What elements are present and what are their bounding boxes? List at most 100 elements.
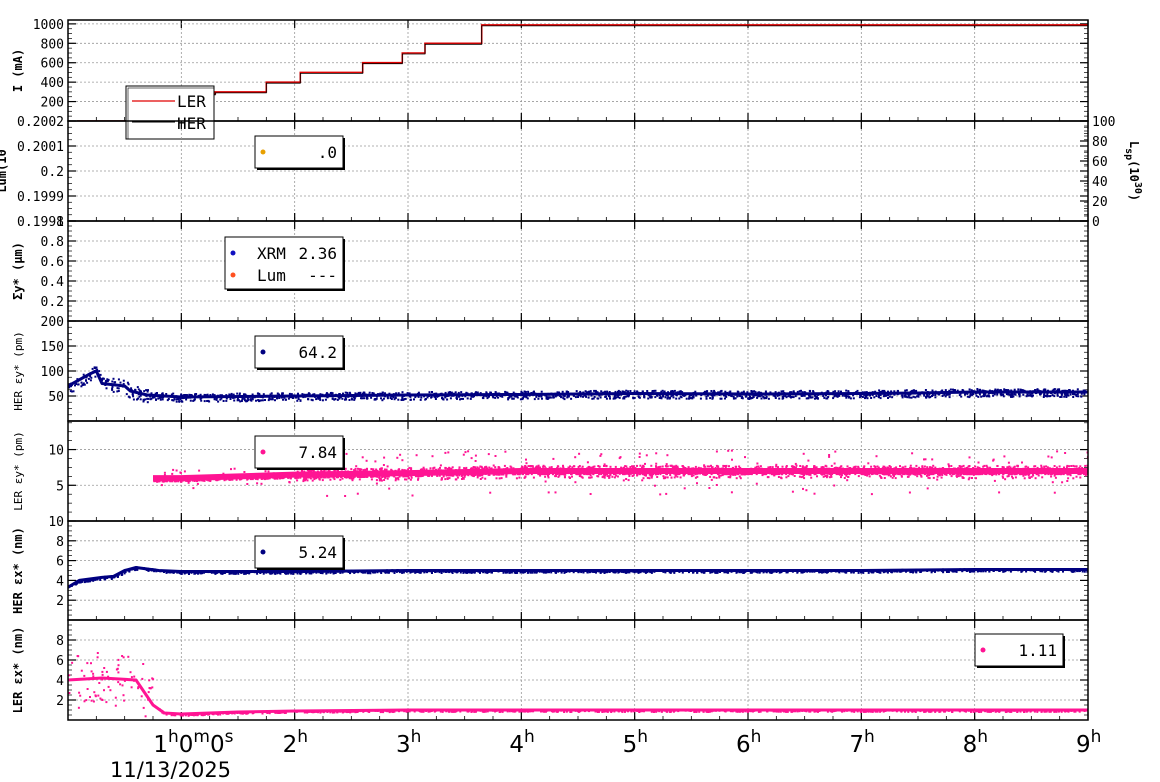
data-point: [755, 465, 758, 468]
data-point: [530, 465, 532, 468]
data-point: [1075, 465, 1078, 468]
data-point: [555, 473, 558, 476]
data-point: [522, 473, 524, 476]
data-point: [1053, 388, 1056, 391]
data-point: [990, 473, 993, 476]
data-point: [666, 476, 669, 479]
data-point: [574, 481, 577, 484]
data-point: [943, 393, 946, 396]
data-point: [228, 478, 231, 481]
data-point: [353, 397, 356, 400]
data-point: [383, 468, 386, 471]
y-axis-label: I (mA): [11, 49, 25, 92]
data-point: [341, 477, 344, 480]
data-point: [687, 466, 690, 469]
data-point: [494, 466, 497, 469]
data-point: [876, 465, 879, 468]
data-point: [299, 399, 302, 402]
data-point: [738, 465, 741, 468]
y-tick-label: 8: [56, 535, 64, 550]
data-point: [944, 473, 947, 476]
data-point: [428, 391, 431, 394]
data-point: [178, 400, 181, 403]
data-point: [359, 476, 362, 479]
data-point: [70, 385, 72, 388]
data-point: [1056, 473, 1059, 476]
data-point: [926, 395, 929, 398]
data-point: [448, 466, 451, 469]
data-point: [1027, 394, 1030, 397]
data-point: [1034, 477, 1037, 480]
data-point: [194, 393, 196, 396]
data-point: [883, 477, 886, 479]
data-point: [472, 395, 475, 398]
data-point: [721, 474, 724, 477]
data-point: [877, 396, 880, 399]
data-point: [394, 479, 397, 482]
data-point: [1028, 476, 1031, 479]
data-point: [822, 395, 825, 397]
data-point: [959, 474, 962, 477]
data-point: [769, 391, 772, 394]
data-point: [267, 399, 270, 402]
data-point: [324, 476, 327, 479]
data-point: [128, 396, 131, 399]
data-point: [250, 399, 253, 402]
data-point: [265, 477, 268, 480]
data-point: [352, 476, 355, 478]
data-point: [667, 396, 670, 399]
data-point: [653, 389, 656, 392]
data-point: [409, 478, 412, 481]
data-point: [368, 391, 371, 394]
data-point: [785, 473, 788, 476]
data-point: [147, 397, 150, 400]
data-point: [308, 476, 311, 479]
data-point: [665, 463, 668, 466]
data-point: [628, 475, 631, 477]
data-point: [874, 390, 877, 393]
y2-tick-label: 20: [1092, 195, 1108, 210]
data-point: [758, 395, 761, 398]
data-point: [867, 462, 870, 465]
data-point: [1056, 394, 1059, 397]
data-point: [938, 393, 940, 396]
data-point: [673, 476, 676, 479]
data-point: [1001, 475, 1004, 478]
y-tick-label: 100: [41, 365, 64, 380]
data-point: [523, 390, 526, 393]
data-point: [163, 471, 166, 474]
y2-tick-label: 0: [1092, 215, 1100, 230]
data-point: [379, 478, 382, 480]
data-point: [692, 474, 695, 477]
data-point: [544, 475, 547, 478]
data-point: [282, 398, 284, 401]
data-point: [923, 394, 926, 397]
data-point: [243, 398, 246, 400]
data-point: [739, 395, 742, 398]
data-point: [267, 470, 270, 473]
data-point: [950, 475, 953, 478]
data-point: [1013, 465, 1016, 468]
data-point: [479, 478, 482, 480]
data-point: [659, 395, 662, 398]
data-point: [1063, 466, 1065, 469]
data-point: [535, 395, 538, 398]
data-point: [167, 398, 170, 400]
data-point: [887, 474, 890, 477]
data-point: [404, 397, 407, 400]
data-point: [1039, 393, 1041, 396]
data-point: [397, 477, 399, 480]
data-point: [883, 473, 886, 476]
data-point: [107, 379, 109, 382]
data-point: [470, 395, 473, 398]
data-point: [344, 396, 347, 399]
data-point: [481, 467, 484, 470]
data-point: [672, 396, 675, 399]
data-point: [309, 477, 312, 480]
data-point: [213, 398, 216, 401]
data-point: [601, 476, 604, 479]
data-point: [834, 466, 837, 469]
data-point: [968, 465, 971, 468]
data-point: [765, 395, 768, 398]
